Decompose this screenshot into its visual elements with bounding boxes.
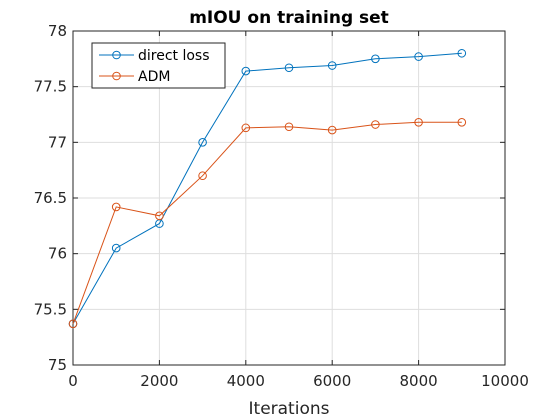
y-tick-label: 78 xyxy=(48,22,67,40)
y-tick-label: 77 xyxy=(48,133,67,151)
x-axis-label: Iterations xyxy=(249,399,330,419)
x-tick-label: 6000 xyxy=(313,372,351,390)
x-tick-label: 8000 xyxy=(400,372,438,390)
legend-label: ADM xyxy=(138,69,170,85)
series-layer xyxy=(69,49,465,327)
y-tick-label: 76.5 xyxy=(34,189,67,207)
y-tick-label: 76 xyxy=(48,245,67,263)
x-tick-label: 0 xyxy=(68,372,78,390)
x-tick-label: 4000 xyxy=(227,372,265,390)
legend: direct loss ADM xyxy=(92,43,225,88)
series-2 xyxy=(69,118,465,327)
y-tick-label: 77.5 xyxy=(34,78,67,96)
x-tick-label: 10000 xyxy=(481,372,529,390)
x-tick-label: 2000 xyxy=(140,372,178,390)
y-tick-label: 75 xyxy=(48,356,67,374)
chart-title: mIOU on training set xyxy=(189,8,389,28)
y-tick-label: 75.5 xyxy=(34,300,67,318)
series-1 xyxy=(69,49,465,327)
series-line xyxy=(73,53,462,324)
series-line xyxy=(73,122,462,323)
legend-label: direct loss xyxy=(138,48,210,64)
